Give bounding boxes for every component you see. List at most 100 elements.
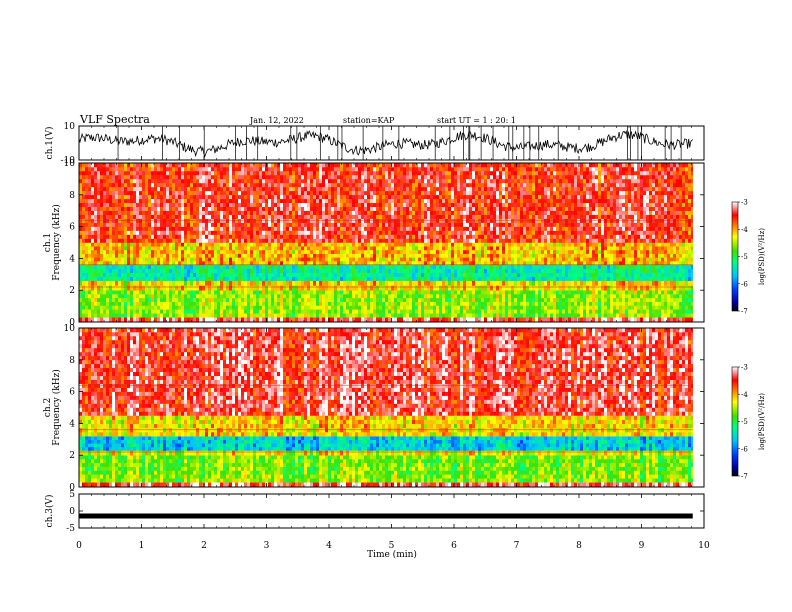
spectrogram-cell (271, 246, 275, 251)
spectrogram-cell (82, 210, 86, 215)
spectrogram-cell (400, 242, 404, 247)
spectrogram-cell (142, 234, 146, 239)
spectrogram-cell (388, 280, 392, 286)
spectrogram-cell (91, 234, 95, 239)
spectrogram-cell (121, 234, 125, 239)
spectrogram-cell (409, 226, 413, 231)
spectrogram-cell (424, 305, 428, 310)
spectrogram-cell (286, 198, 290, 204)
spectrogram-cell (406, 226, 410, 231)
spectrogram-cell (124, 249, 128, 254)
spectrogram-cell (292, 210, 296, 215)
spectrogram-cell (301, 297, 305, 302)
spectrogram-cell (127, 309, 131, 314)
spectrogram-cell (415, 210, 419, 215)
spectrogram-cell (244, 186, 248, 192)
spectrogram-cell (79, 182, 83, 188)
spectrogram-cell (346, 238, 350, 243)
spectrogram-cell (406, 202, 410, 208)
spectrogram-cell (385, 170, 389, 176)
spectrogram-cell (205, 309, 209, 314)
spectrogram-cell (436, 174, 440, 180)
spectrogram-cell (271, 305, 275, 310)
spectrogram-cell (103, 238, 107, 243)
spectrogram-cell (361, 170, 365, 176)
spectrogram-cell (175, 170, 179, 176)
spectrogram-cell (337, 214, 341, 219)
spectrogram-cell (121, 317, 125, 323)
spectrogram-cell (247, 242, 251, 247)
spectrogram-cell (385, 276, 389, 281)
spectrogram-cell (400, 301, 404, 306)
spectrogram-cell (139, 297, 143, 302)
spectrogram-cell (394, 230, 398, 235)
spectrogram-cell (424, 194, 428, 200)
spectrogram-cell (253, 253, 257, 258)
spectrogram-cell (418, 246, 422, 251)
spectrogram-cell (421, 313, 425, 318)
spectrogram-cell (358, 264, 362, 270)
spectrogram-cell (127, 234, 131, 239)
spectrogram-cell (172, 222, 176, 227)
spectrogram-cell (169, 285, 173, 291)
spectrogram-cell (211, 246, 215, 251)
spectrogram-cell (223, 276, 227, 281)
spectrogram-cell (394, 297, 398, 302)
spectrogram-cell (241, 178, 245, 184)
spectrogram-cell (151, 222, 155, 227)
spectrogram-cell (100, 294, 104, 299)
spectrogram-cell (160, 297, 164, 302)
spectrogram-cell (382, 198, 386, 204)
spectrogram-cell (163, 305, 167, 310)
spectrogram-cell (178, 246, 182, 251)
spectrogram-cell (349, 226, 353, 231)
spectrogram-cell (88, 309, 92, 314)
spectrogram-cell (298, 206, 302, 211)
spectrogram-cell (349, 163, 353, 168)
spectrogram-cell (220, 285, 224, 291)
spectrogram-cell (343, 272, 347, 277)
spectrogram-cell (94, 174, 98, 180)
spectrogram-cell (292, 317, 296, 323)
spectrogram-cell (178, 285, 182, 291)
spectrogram-cell (145, 242, 149, 247)
spectrogram-cell (337, 297, 341, 302)
spectrogram-cell (259, 182, 263, 188)
spectrogram-cell (316, 174, 320, 180)
spectrogram-cell (361, 257, 365, 262)
spectrogram-cell (367, 317, 371, 323)
spectrogram-cell (268, 194, 272, 200)
spectrogram-cell (136, 305, 140, 310)
spectrogram-cell (271, 190, 275, 196)
spectrogram-cell (211, 182, 215, 188)
spectrogram-cell (289, 249, 293, 254)
spectrogram-cell (301, 264, 305, 270)
spectrogram-cell (106, 230, 110, 235)
spectrogram-cell (379, 206, 383, 211)
spectrogram-cell (388, 166, 392, 172)
spectrogram-cell (244, 170, 248, 176)
spectrogram-cell (265, 182, 269, 188)
spectrogram-cell (145, 313, 149, 318)
spectrogram-cell (109, 285, 113, 291)
spectrogram-cell (418, 272, 422, 277)
spectrogram-cell (277, 190, 281, 196)
spectrogram-cell (424, 218, 428, 223)
spectrogram-cell (373, 214, 377, 219)
spectrogram-cell (364, 166, 368, 172)
spectrogram-cell (286, 210, 290, 215)
spectrogram-cell (292, 226, 296, 231)
spectrogram-cell (184, 166, 188, 172)
spectrogram-cell (382, 285, 386, 291)
spectrogram-cell (415, 313, 419, 318)
spectrogram-cell (184, 305, 188, 310)
spectrogram-cell (154, 253, 158, 258)
y-tick-label: 10 (64, 122, 76, 132)
spectrogram-cell (160, 186, 164, 192)
spectrogram-cell (427, 268, 431, 274)
spectrogram-cell (145, 305, 149, 310)
spectrogram-cell (229, 268, 233, 274)
spectrogram-cell (226, 170, 230, 176)
spectrogram-cell (256, 253, 260, 258)
spectrogram-cell (283, 202, 287, 208)
